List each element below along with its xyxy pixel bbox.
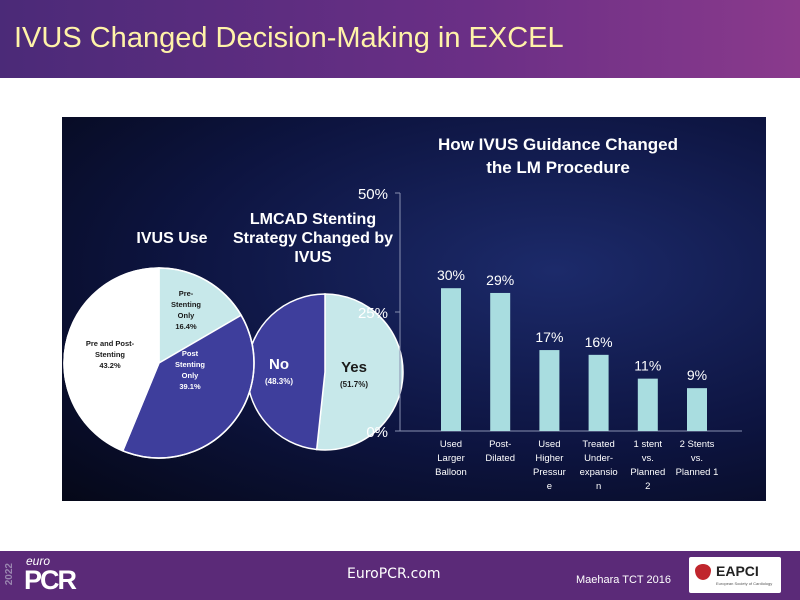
footer: 2022 euro PCR EuroPCR.com Maehara TCT 20… [0,551,800,600]
bar-data-label-line: 9% [687,367,707,383]
x-tick-label-line: 1 stent [634,439,663,450]
x-tick-label-line: Planned [630,467,665,478]
heart-icon [695,564,711,580]
pie-label-pre-stenting-line: 16.4% [175,322,197,331]
strategy-title: LMCAD Stenting Strategy Changed by IVUS [233,211,393,266]
pie-label-post-stenting: Post Stenting Only 39.1% [175,349,205,391]
x-tick-label-line: vs. [691,453,703,464]
pie-label-pre-stenting: Pre- Stenting Only 16.4% [171,289,201,331]
pie-label-pre-stenting-line: Pre- [179,289,194,298]
title-bar: IVUS Changed Decision-Making in EXCEL [0,0,800,78]
x-tick-label-line: Pressur [533,467,566,478]
bar-data-label-line: 16% [585,334,613,350]
pie-label-pre-and-post-line: Pre and Post- [86,339,135,348]
strategy-pie-slice [315,293,404,451]
pie-label-no-value-line: (48.3%) [265,377,293,386]
bar-data-label: 11% [634,358,661,374]
bar-data-label: 9% [687,367,707,383]
pie-label-yes-line: Yes [341,359,367,376]
x-tick-label-line: e [547,481,552,492]
y-tick-label-line: 25% [358,305,388,322]
x-tick-label-line: 2 Stents [680,439,715,450]
footer-website[interactable]: EuroPCR.com [347,566,441,582]
x-tick-label: 1 stent vs. Planned 2 [630,439,665,492]
y-tick-label: 50% [358,186,388,203]
pie-label-yes-value-line: (51.7%) [340,380,368,389]
x-tick-label-line: Larger [437,453,464,464]
bar-data-label: 17% [535,329,563,345]
pie-label-post-stenting-line: Post [182,349,199,358]
pie-label-no: No [269,356,289,373]
bar-data-label: 16% [585,334,613,350]
chart-panel: Pre- Stenting Only 16.4% Post Stenting Only 39.… [62,117,766,501]
eapci-logo-sub: European Society of Cardiology [716,581,773,586]
y-tick-label: 0% [366,424,388,441]
y-tick-label-line: 0% [366,424,388,441]
pie-label-pre-stenting-line: Only [178,311,195,320]
x-tick-label: Post- Dilated [485,439,515,464]
x-tick-label-line: n [596,481,601,492]
x-tick-label-line: 2 [645,481,650,492]
y-tick-label-line: 50% [358,186,388,203]
bar-chart-title-line: the LM Procedure [486,158,630,177]
chart-svg: Pre- Stenting Only 16.4% Post Stenting Only 39.… [63,135,742,492]
pie-label-post-stenting-line: Only [182,371,199,380]
footer-citation: Maehara TCT 2016 [576,574,671,586]
bar [687,388,707,431]
x-tick-label: Used Higher Pressur e [533,439,566,492]
bar [588,354,609,431]
ivus-use-pie-outline [63,267,255,459]
bar [539,350,560,431]
pie-label-pre-and-post-line: Stenting [95,350,125,359]
pie-label-pre-stenting-line: Stenting [171,300,201,309]
y-tick-label: 25% [358,305,388,322]
pie-label-no-line: No [269,356,289,373]
ivus-use-title: IVUS Use [136,230,207,247]
pie-label-yes-value: (51.7%) [340,380,368,389]
x-tick-label-line: expansio [580,467,618,478]
bar-data-label: 30% [437,267,465,283]
footer-year: 2022 [4,563,15,586]
bar [441,288,461,431]
strategy-title-line: LMCAD Stenting [250,211,376,228]
x-tick-label-line: Post- [489,439,511,450]
bar [637,378,658,431]
x-tick-label-line: Used [440,439,462,450]
strategy-title-line: Strategy Changed by [233,230,393,247]
slide-title: IVUS Changed Decision-Making in EXCEL [14,22,564,54]
x-tick-label: Used Larger Balloon [435,439,467,478]
x-tick-label-line: Planned 1 [676,467,719,478]
strategy-title-line: IVUS [294,249,332,266]
bar-data-label-line: 17% [535,329,563,345]
x-tick-label-line: Balloon [435,467,467,478]
bar-data-label-line: 30% [437,267,465,283]
bar-chart-title-line: How IVUS Guidance Changed [438,135,678,154]
bar-data-label-line: 29% [486,272,514,288]
eapci-logo-text: EAPCI [716,563,759,579]
pie-label-pre-and-post-line: 43.2% [99,361,121,370]
pie-label-pre-and-post: Pre and Post- Stenting 43.2% [86,339,135,370]
x-tick-label-line: Dilated [485,453,515,464]
footer-logo-euro: euro [26,554,51,568]
pie-label-post-stenting-line: Stenting [175,360,205,369]
bar-chart-title: How IVUS Guidance Changed the LM Procedur… [438,135,678,177]
pie-label-yes: Yes [341,359,367,376]
x-tick-label: Treated Under-expansio n [580,439,618,492]
bar [490,292,511,431]
pie-label-no-value: (48.3%) [265,377,293,386]
footer-logo-pcr: PCR [24,565,77,595]
eapci-logo: EAPCI European Society of Cardiology [689,557,781,593]
pie-label-post-stenting-line: 39.1% [179,382,201,391]
ivus-use-title-line: IVUS Use [136,230,207,247]
x-tick-label-line: vs. [642,453,654,464]
bar-data-label-line: 11% [634,358,661,374]
x-tick-label: 2 Stents vs. Planned 1 [676,439,719,478]
bar-data-label: 29% [486,272,514,288]
x-tick-label-line: Higher [535,453,563,464]
x-tick-label-line: Treated [582,439,614,450]
x-tick-label-line: Under- [584,453,613,464]
x-tick-label-line: Used [538,439,560,450]
